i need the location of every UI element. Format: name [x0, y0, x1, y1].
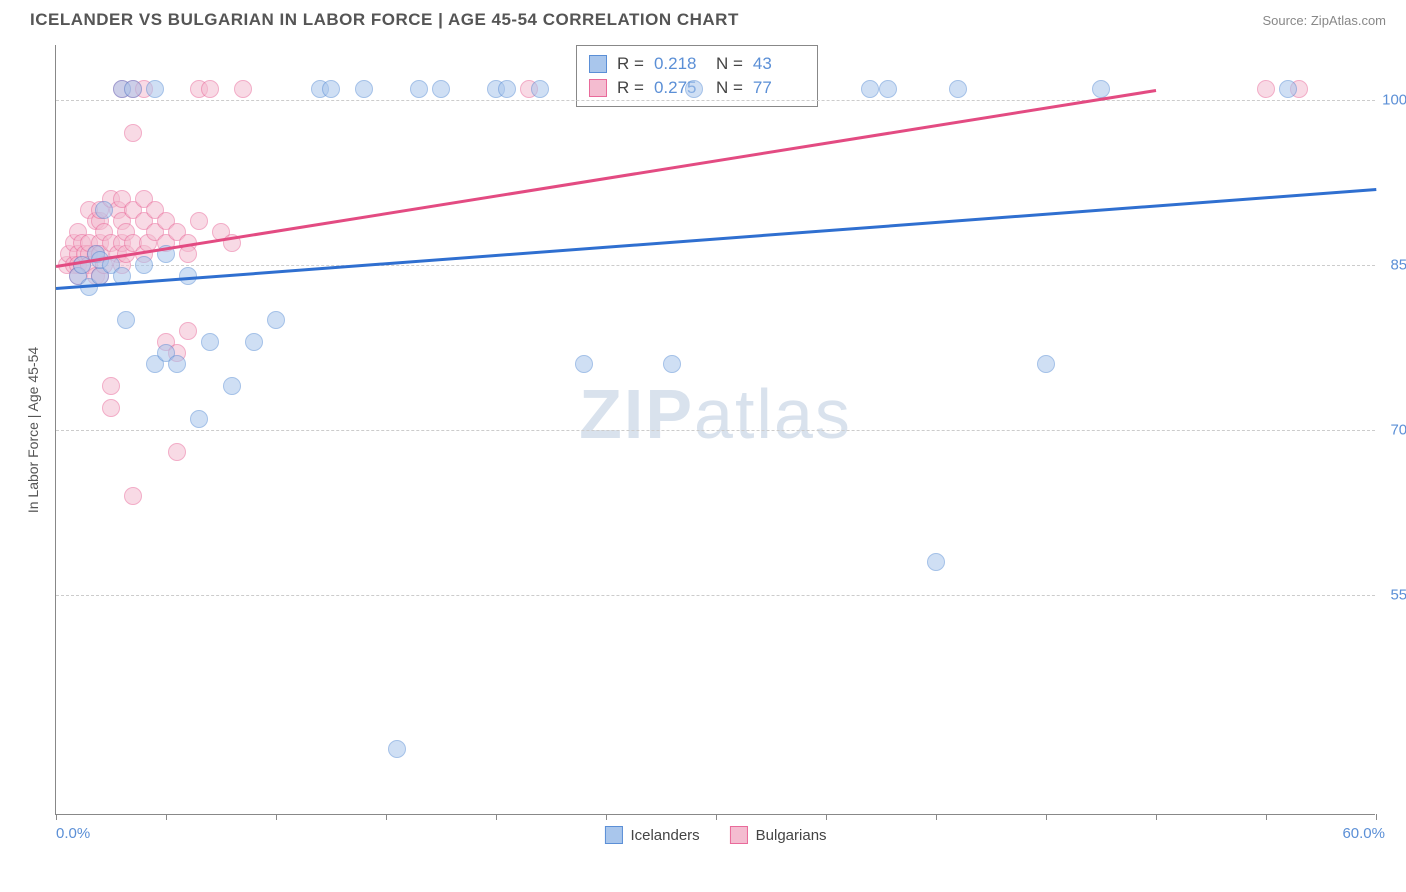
legend-item-icelanders: Icelanders	[604, 826, 699, 844]
legend-label-bulgarians: Bulgarians	[756, 827, 827, 844]
swatch-icelanders	[604, 826, 622, 844]
scatter-point	[1092, 80, 1110, 98]
scatter-point	[663, 355, 681, 373]
x-tick-label: 60.0%	[1342, 825, 1385, 842]
scatter-point	[234, 80, 252, 98]
scatter-point	[95, 201, 113, 219]
x-tick	[716, 814, 717, 820]
x-tick	[826, 814, 827, 820]
trend-line	[56, 188, 1376, 290]
scatter-point	[1279, 80, 1297, 98]
scatter-point	[410, 80, 428, 98]
scatter-point	[1037, 355, 1055, 373]
x-tick	[1156, 814, 1157, 820]
scatter-point	[531, 80, 549, 98]
swatch-icelanders	[589, 55, 607, 73]
r-value-icelanders: 0.218	[654, 54, 706, 74]
scatter-point	[861, 80, 879, 98]
gridline	[56, 595, 1375, 596]
x-tick	[386, 814, 387, 820]
scatter-point	[949, 80, 967, 98]
swatch-bulgarians	[730, 826, 748, 844]
scatter-point	[135, 256, 153, 274]
chart-header: ICELANDER VS BULGARIAN IN LABOR FORCE | …	[0, 0, 1406, 35]
swatch-bulgarians	[589, 79, 607, 97]
chart-title: ICELANDER VS BULGARIAN IN LABOR FORCE | …	[30, 10, 739, 30]
gridline	[56, 430, 1375, 431]
y-tick-label: 55.0%	[1390, 587, 1406, 604]
y-axis-label: In Labor Force | Age 45-54	[25, 347, 41, 513]
scatter-point	[223, 377, 241, 395]
scatter-point	[201, 80, 219, 98]
scatter-point	[432, 80, 450, 98]
scatter-point	[388, 740, 406, 758]
x-tick	[276, 814, 277, 820]
x-tick	[56, 814, 57, 820]
scatter-point	[498, 80, 516, 98]
scatter-point	[685, 80, 703, 98]
legend-label-icelanders: Icelanders	[630, 827, 699, 844]
x-tick	[606, 814, 607, 820]
y-tick-label: 85.0%	[1390, 257, 1406, 274]
watermark: ZIPatlas	[579, 374, 852, 454]
scatter-point	[879, 80, 897, 98]
trend-line	[56, 89, 1156, 268]
gridline	[56, 265, 1375, 266]
scatter-point	[267, 311, 285, 329]
scatter-point	[102, 399, 120, 417]
scatter-point	[1257, 80, 1275, 98]
scatter-point	[322, 80, 340, 98]
legend-item-bulgarians: Bulgarians	[730, 826, 827, 844]
x-tick	[166, 814, 167, 820]
y-tick-label: 100.0%	[1382, 92, 1406, 109]
scatter-point	[245, 333, 263, 351]
x-tick	[1376, 814, 1377, 820]
x-tick-label: 0.0%	[56, 825, 90, 842]
scatter-point	[190, 410, 208, 428]
y-tick-label: 70.0%	[1390, 422, 1406, 439]
bottom-legend: Icelanders Bulgarians	[604, 826, 826, 844]
scatter-point	[179, 322, 197, 340]
scatter-point	[355, 80, 373, 98]
n-label: N =	[716, 54, 743, 74]
r-label: R =	[617, 54, 644, 74]
source-label: Source: ZipAtlas.com	[1262, 13, 1386, 28]
scatter-point	[124, 124, 142, 142]
scatter-point	[168, 355, 186, 373]
scatter-point	[124, 487, 142, 505]
stats-row-icelanders: R = 0.218 N = 43	[589, 52, 805, 76]
n-label: N =	[716, 78, 743, 98]
scatter-point	[201, 333, 219, 351]
x-tick	[936, 814, 937, 820]
scatter-point	[124, 80, 142, 98]
stats-legend-box: R = 0.218 N = 43 R = 0.275 N = 77	[576, 45, 818, 107]
n-value-icelanders: 43	[753, 54, 805, 74]
chart-plot-area: ZIPatlas R = 0.218 N = 43 R = 0.275 N = …	[55, 45, 1375, 815]
x-tick	[496, 814, 497, 820]
scatter-point	[190, 212, 208, 230]
scatter-point	[102, 377, 120, 395]
r-label: R =	[617, 78, 644, 98]
scatter-point	[168, 443, 186, 461]
scatter-point	[927, 553, 945, 571]
scatter-point	[117, 311, 135, 329]
x-tick	[1046, 814, 1047, 820]
n-value-bulgarians: 77	[753, 78, 805, 98]
scatter-point	[575, 355, 593, 373]
scatter-point	[146, 80, 164, 98]
gridline	[56, 100, 1375, 101]
x-tick	[1266, 814, 1267, 820]
